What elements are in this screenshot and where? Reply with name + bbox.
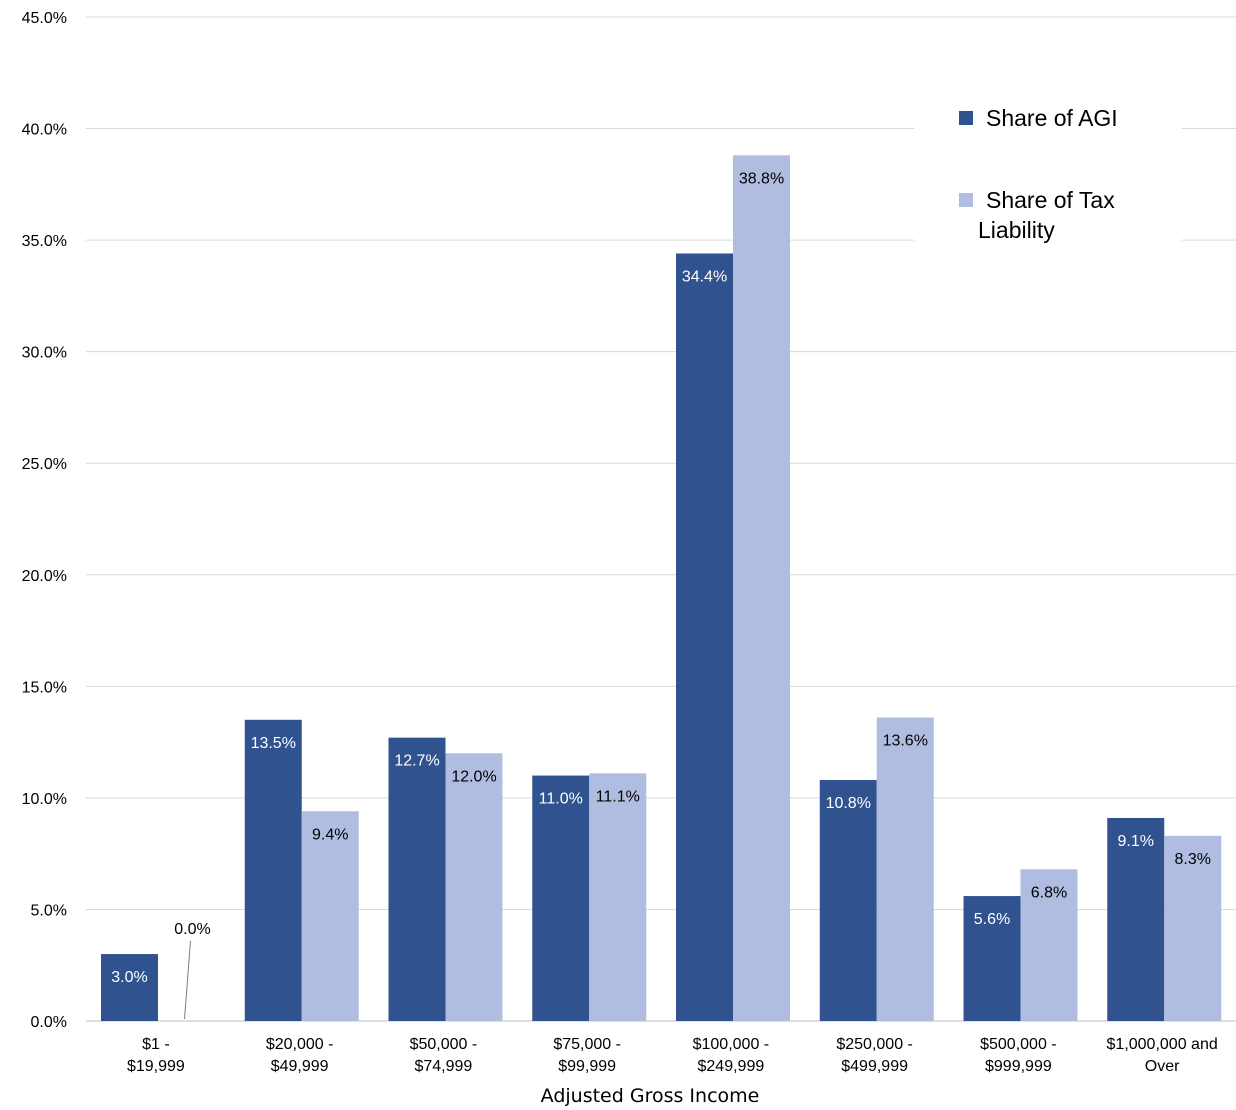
x-axis-title: Adjusted Gross Income xyxy=(541,1085,760,1107)
x-tick-label: $100,000 -$249,999 xyxy=(693,1036,770,1075)
data-label: 13.6% xyxy=(883,733,928,750)
x-tick-label: $250,000 -$499,999 xyxy=(836,1036,913,1075)
bar-share-of-agi xyxy=(676,253,733,1021)
data-label: 12.0% xyxy=(451,768,496,785)
data-label: 11.1% xyxy=(596,788,640,805)
y-tick-label: 0.0% xyxy=(31,1014,67,1031)
bar-share-of-agi xyxy=(532,775,590,1021)
data-label: 13.5% xyxy=(251,735,296,752)
y-tick-label: 20.0% xyxy=(22,568,67,585)
legend-background xyxy=(914,90,1182,256)
data-label: 12.7% xyxy=(394,753,439,770)
x-tick-label: $75,000 -$99,999 xyxy=(553,1036,621,1075)
bar-share-of-tax-liability xyxy=(589,773,647,1021)
legend-label: Share of Tax Liability xyxy=(978,187,1115,243)
y-tick-label: 40.0% xyxy=(22,122,67,139)
y-tick-label: 35.0% xyxy=(22,233,67,250)
bar-share-of-agi xyxy=(101,954,158,1021)
x-tick-label: $1 -$19,999 xyxy=(127,1036,185,1075)
data-label: 11.0% xyxy=(539,791,583,808)
y-tick-label: 5.0% xyxy=(31,902,67,919)
data-label: 8.3% xyxy=(1175,851,1211,868)
bar-share-of-tax-liability xyxy=(1164,835,1222,1021)
legend-swatch xyxy=(959,193,973,207)
y-axis: 0.0% 5.0% 10.0% 15.0% 20.0% 25.0% 30.0% 35.0% 40… xyxy=(22,10,67,1031)
bar-share-of-tax-liability xyxy=(876,717,934,1021)
x-tick-label: $1,000,000 and Over xyxy=(1107,1036,1218,1075)
data-label: 5.6% xyxy=(974,911,1010,928)
x-tick-label: $50,000 -$74,999 xyxy=(410,1036,478,1075)
legend-swatch xyxy=(959,111,973,125)
data-label: 9.1% xyxy=(1118,833,1154,850)
data-label: 34.4% xyxy=(682,268,727,285)
data-label: 9.4% xyxy=(312,826,348,843)
data-label: 6.8% xyxy=(1031,884,1067,901)
data-label-leader xyxy=(184,940,191,1020)
bar-share-of-agi xyxy=(244,719,302,1021)
y-tick-label: 10.0% xyxy=(22,791,67,808)
bar-share-of-tax-liability xyxy=(733,155,790,1022)
x-tick-label: $20,000 -$49,999 xyxy=(266,1036,334,1075)
bar-share-of-agi xyxy=(388,737,446,1021)
bar-share-of-agi xyxy=(1107,817,1165,1021)
data-label: 0.0% xyxy=(174,921,210,938)
y-tick-label: 15.0% xyxy=(22,679,67,696)
y-tick-label: 45.0% xyxy=(22,10,67,27)
data-label: 38.8% xyxy=(739,170,784,187)
bar-share-of-tax-liability xyxy=(301,811,359,1021)
data-label: 3.0% xyxy=(111,969,147,986)
bar-share-of-agi xyxy=(963,896,1021,1021)
y-tick-label: 25.0% xyxy=(22,456,67,473)
data-label: 10.8% xyxy=(826,795,871,812)
bars: 3.0% 0.0% 13.5% 9.4% 12.7% 12.0% 11.0% 11.1% 34.… xyxy=(101,155,1222,1022)
x-tick-label: $500,000 -$999,999 xyxy=(980,1036,1057,1075)
bar-share-of-tax-liability xyxy=(445,753,503,1021)
y-tick-label: 30.0% xyxy=(22,345,67,362)
x-axis: $1 -$19,999 $20,000 -$49,999 $50,000 -$74,… xyxy=(127,1036,1218,1075)
bar-share-of-tax-liability xyxy=(1020,869,1078,1021)
bar-share-of-agi xyxy=(819,780,877,1021)
legend: Share of AGI Share of Tax Liability xyxy=(914,90,1182,256)
legend-label: Share of AGI xyxy=(986,105,1118,131)
